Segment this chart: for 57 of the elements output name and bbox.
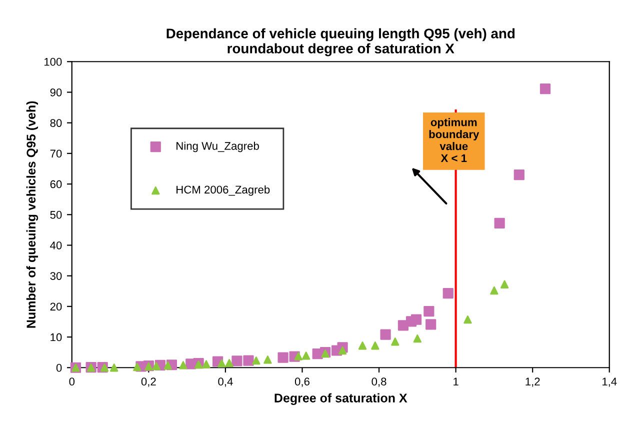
x-tick-label: 0,6 xyxy=(294,378,310,387)
point xyxy=(252,356,260,365)
y-tick-label: 0 xyxy=(56,364,62,372)
x-tick-label: 1,4 xyxy=(602,378,617,387)
legend-label: Ning Wu_Zagreb xyxy=(176,142,259,152)
x-tick-label: 0,4 xyxy=(218,378,233,387)
y-tick-label: 100 xyxy=(44,58,62,66)
point xyxy=(232,356,242,366)
x-tick-label: 1 xyxy=(454,378,458,386)
y-tick-label: 70 xyxy=(50,150,62,158)
point xyxy=(410,314,422,325)
point xyxy=(442,288,454,299)
annotation: optimum boundary value X < 1 xyxy=(429,118,480,162)
point xyxy=(391,338,400,346)
point xyxy=(413,334,422,343)
x-tick-label: 0,2 xyxy=(141,378,156,387)
x-tick-label: 0 xyxy=(69,378,75,386)
chart-title: Dependance of vehicle queuing length Q95 (veh) and roundabout degree of saturation X xyxy=(166,28,515,56)
point xyxy=(371,341,380,350)
y-tick-label: 30 xyxy=(50,272,62,280)
x-tick-label: 0,8 xyxy=(372,378,386,387)
point xyxy=(133,362,142,372)
point xyxy=(358,341,367,350)
legend-label: HCM 2006_Zagreb xyxy=(176,185,270,196)
point xyxy=(494,218,505,228)
point xyxy=(164,361,172,370)
y-axis-title: Number of queuing vehicles Q95 (veh) xyxy=(26,101,38,328)
point xyxy=(218,359,226,368)
point xyxy=(380,329,391,340)
point xyxy=(152,362,160,370)
y-tick-label: 80 xyxy=(50,119,62,127)
point xyxy=(264,356,272,364)
point xyxy=(179,361,188,370)
x-axis-title: Degree of saturation X xyxy=(274,393,408,405)
point xyxy=(202,360,210,368)
y-tick-label: 60 xyxy=(50,180,62,188)
point xyxy=(225,358,234,368)
y-tick-label: 40 xyxy=(50,241,62,250)
x-tick-label: 1,2 xyxy=(526,378,540,387)
point xyxy=(278,352,288,363)
y-tick-label: 10 xyxy=(50,333,62,342)
y-tick-label: 90 xyxy=(50,88,62,96)
point xyxy=(424,306,434,317)
point xyxy=(110,364,118,372)
y-tick-label: 50 xyxy=(50,210,62,219)
point xyxy=(302,352,310,360)
point xyxy=(426,319,436,330)
point xyxy=(294,352,302,360)
point xyxy=(243,355,254,366)
point xyxy=(540,84,551,94)
y-tick-label: 20 xyxy=(50,302,62,311)
point xyxy=(490,286,498,295)
point xyxy=(500,280,509,288)
point xyxy=(338,346,347,355)
point xyxy=(100,364,109,372)
point xyxy=(464,315,472,324)
point xyxy=(514,170,524,180)
